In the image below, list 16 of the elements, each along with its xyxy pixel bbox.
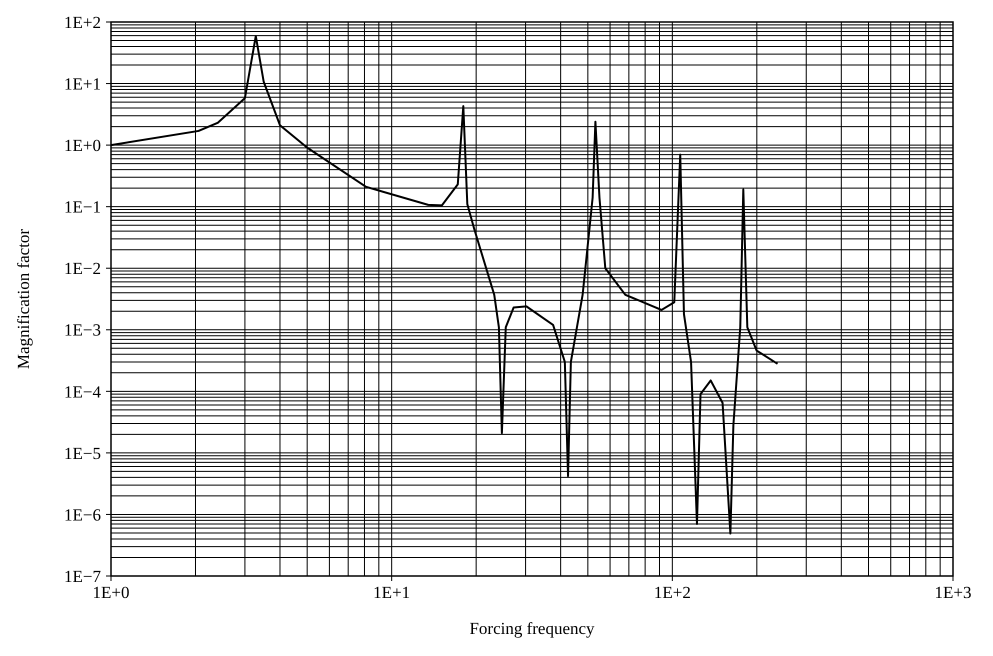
y-tick-label: 1E−6 (64, 505, 101, 524)
y-tick-label: 1E+1 (64, 74, 101, 94)
y-tick-label: 1E+2 (64, 12, 101, 32)
x-tick-label: 1E+0 (92, 583, 130, 602)
x-tick-label: 1E+1 (373, 583, 410, 602)
y-tick-label: 1E−2 (64, 259, 101, 278)
y-tick-label: 1E−5 (64, 444, 101, 463)
y-tick-label: 1E−1 (64, 198, 101, 217)
y-tick-label: 1E+0 (64, 136, 101, 156)
x-axis-title: Forcing frequency (469, 619, 596, 638)
x-tick-label: 1E+2 (654, 583, 691, 602)
y-tick-label: 1E−7 (64, 566, 102, 586)
y-axis-title: Magnification factor (14, 228, 33, 370)
y-tick-label: 1E−4 (64, 382, 102, 402)
y-tick-label: 1E−3 (64, 320, 101, 340)
x-tick-label: 1E+3 (934, 583, 972, 602)
